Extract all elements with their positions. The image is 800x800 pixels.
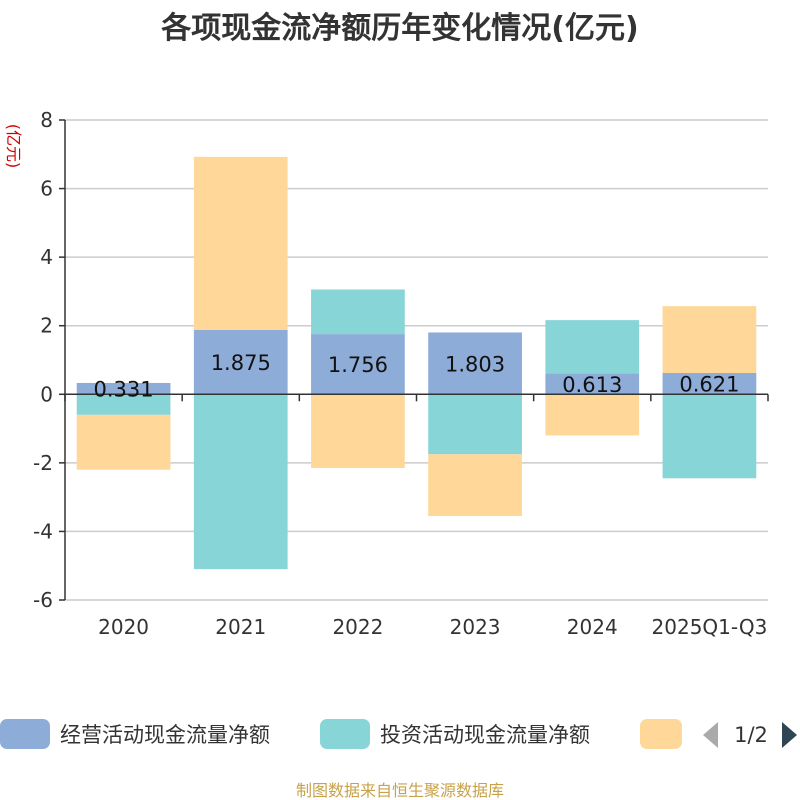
y-tick-label-4: 4 xyxy=(40,245,53,269)
legend-label-investing[interactable]: 投资活动现金流量净额 xyxy=(380,723,590,747)
bar-investing-2023[interactable] xyxy=(428,394,522,455)
chart-title: 各项现金流净额历年变化情况(亿元) xyxy=(160,11,638,46)
y-tick-labels: 8 6 4 2 0 -2 -4 -6 xyxy=(33,108,53,612)
y-tick-label-4: -4 xyxy=(33,519,53,543)
y-tick-label-0: 0 xyxy=(40,382,53,406)
bar-operating-2021[interactable] xyxy=(193,330,288,395)
data-labels: 0.331 1.875 1.756 1.803 0.613 0.621 xyxy=(94,351,740,401)
bar-financing-2024[interactable] xyxy=(545,394,640,436)
legend: 经营活动现金流量净额 投资活动现金流量净额 1/2 xyxy=(0,719,797,749)
x-tick-label-2024: 2024 xyxy=(567,615,618,639)
x-tick-label-2025q1-q3: 2025Q1-Q3 xyxy=(652,615,768,639)
bar-operating-2022[interactable] xyxy=(311,334,405,395)
bar-financing-2020[interactable] xyxy=(76,414,171,470)
bar-investing-2020[interactable] xyxy=(76,394,171,415)
x-tick-labels: 2020 2021 2022 2023 2024 2025Q1-Q3 xyxy=(98,615,767,639)
x-tick-label-2021: 2021 xyxy=(215,615,266,639)
y-tick-label-6: -6 xyxy=(33,588,53,612)
bar-operating-2024[interactable] xyxy=(545,373,640,395)
bar-investing-2021[interactable] xyxy=(193,394,288,570)
legend-prev-page-icon[interactable] xyxy=(703,722,718,748)
data-label-2024: 0.613 xyxy=(562,373,622,397)
y-tick-label-2: 2 xyxy=(40,314,53,338)
bar-operating-2025q1-q3[interactable] xyxy=(662,372,757,395)
bar-financing-2022[interactable] xyxy=(311,394,405,468)
bar-investing-2025q1-q3[interactable] xyxy=(662,394,757,479)
x-tick-label-2023: 2023 xyxy=(450,615,501,639)
data-label-2022: 1.756 xyxy=(328,353,388,377)
bar-investing-2022[interactable] xyxy=(311,289,405,335)
bar-operating-2023[interactable] xyxy=(428,332,522,395)
legend-pager: 1/2 xyxy=(734,723,768,747)
data-label-2023: 1.803 xyxy=(445,352,505,376)
data-source-note: 制图数据来自恒生聚源数据库 xyxy=(296,781,504,800)
legend-swatch-financing[interactable] xyxy=(640,719,682,749)
bar-financing-2023[interactable] xyxy=(428,454,522,516)
data-label-2025q1-q3: 0.621 xyxy=(679,373,739,397)
legend-swatch-operating[interactable] xyxy=(0,719,50,749)
axes xyxy=(59,119,769,601)
x-tick-label-2020: 2020 xyxy=(98,615,149,639)
bar-financing-2021[interactable] xyxy=(193,156,288,330)
y-axis-label: (亿元) xyxy=(4,124,23,169)
y-tick-label-2: -2 xyxy=(33,451,53,475)
bar-financing-2025q1-q3[interactable] xyxy=(662,306,757,373)
bar-operating-2020[interactable] xyxy=(76,382,171,395)
y-tick-label-8: 8 xyxy=(40,108,53,132)
legend-swatch-investing[interactable] xyxy=(320,719,370,749)
bars xyxy=(76,156,757,570)
legend-next-page-icon[interactable] xyxy=(782,722,797,748)
x-tick-label-2022: 2022 xyxy=(332,615,383,639)
data-label-2021: 1.875 xyxy=(211,351,271,375)
legend-label-operating[interactable]: 经营活动现金流量净额 xyxy=(60,723,270,747)
data-label-2020: 0.331 xyxy=(94,378,154,402)
bar-investing-2024[interactable] xyxy=(545,320,640,374)
y-tick-label-6: 6 xyxy=(40,177,53,201)
